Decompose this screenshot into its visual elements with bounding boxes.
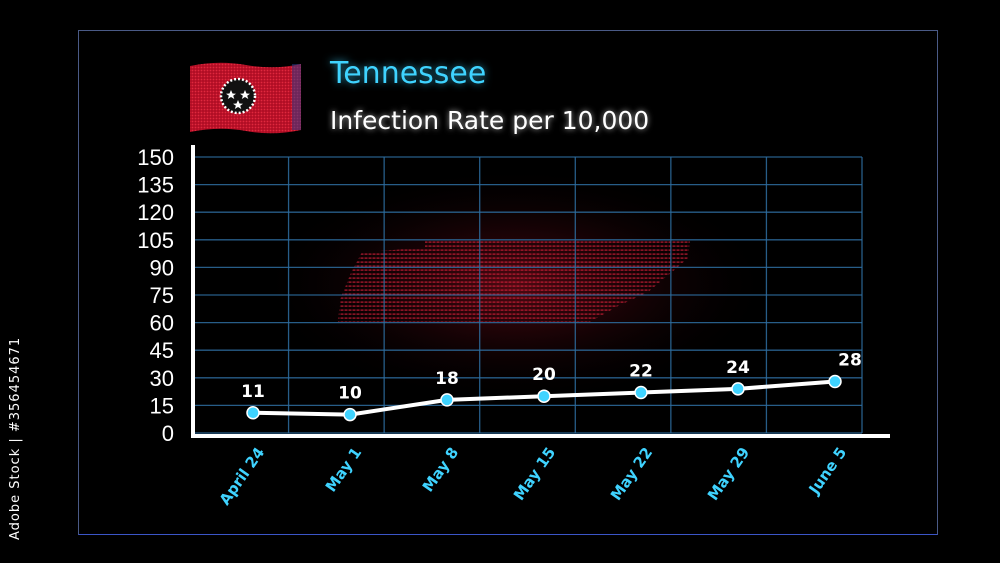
chart-axes: [191, 145, 890, 438]
y-tick-label: 45: [150, 338, 174, 363]
x-tick-label: June 5: [805, 444, 851, 498]
data-point: [343, 407, 357, 422]
data-label: 10: [338, 384, 362, 404]
x-axis-ticks: April 24 May 1 May 8 May 15 May 22 May 29 June…: [216, 444, 851, 508]
chart-grid: [193, 156, 863, 434]
y-tick-label: 30: [150, 366, 174, 391]
y-tick-label: 135: [137, 173, 174, 198]
y-tick-label: 75: [150, 283, 174, 308]
data-label: 11: [241, 382, 265, 402]
data-label: 18: [435, 369, 459, 389]
data-point: [634, 385, 648, 400]
chart-title: Tennessee: [330, 56, 487, 91]
data-label: 28: [838, 350, 862, 370]
x-tick-label: April 24: [216, 444, 269, 508]
data-point: [731, 382, 745, 396]
data-label: 22: [629, 362, 653, 382]
y-tick-label: 15: [150, 393, 174, 418]
x-tick-label: May 15: [510, 444, 559, 504]
tennessee-map-shape: [338, 240, 690, 322]
data-label: 20: [532, 365, 556, 385]
y-tick-label: 0: [162, 421, 174, 446]
y-tick-label: 60: [150, 311, 174, 336]
data-point: [828, 374, 842, 389]
y-tick-label: 120: [137, 200, 174, 225]
x-tick-label: May 29: [704, 444, 753, 504]
data-point: [537, 389, 551, 403]
x-tick-label: May 1: [322, 444, 365, 495]
data-label: 24: [726, 358, 750, 378]
y-tick-label: 105: [137, 228, 174, 253]
chart-subtitle: Infection Rate per 10,000: [330, 106, 650, 135]
data-point: [440, 393, 454, 407]
tennessee-flag-icon: [190, 62, 301, 134]
data-labels: 11 10 18 20 22 24 28: [241, 350, 862, 403]
series-line: [246, 374, 842, 422]
data-point: [246, 406, 260, 420]
chart-frame: [78, 30, 938, 535]
x-tick-label: May 8: [419, 444, 462, 495]
y-tick-label: 150: [137, 145, 174, 170]
x-tick-label: May 22: [607, 444, 656, 504]
y-tick-label: 90: [150, 255, 174, 280]
